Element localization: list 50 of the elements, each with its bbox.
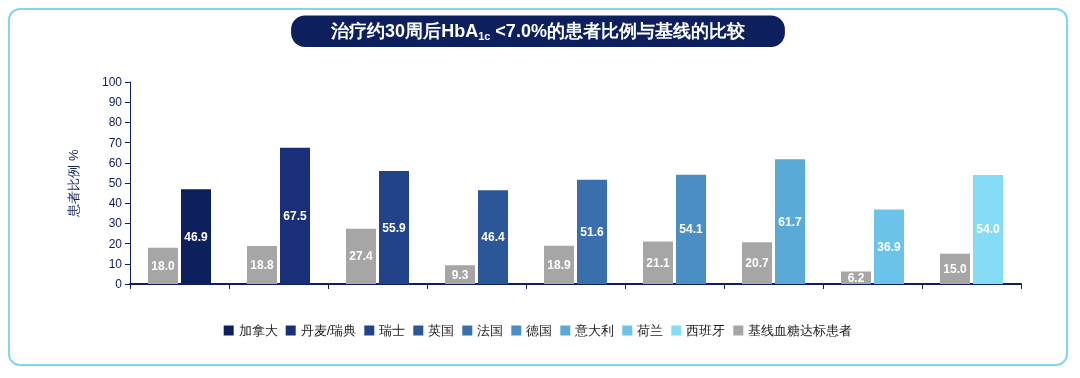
y-tick-label: 60 (108, 155, 123, 170)
y-axis-title: 患者比例 % (66, 148, 81, 218)
legend-label: 丹麦/瑞典 (300, 323, 357, 338)
bar (874, 209, 904, 284)
y-tick-label: 0 (115, 277, 123, 291)
bar (478, 190, 508, 284)
y-tick-label: 50 (108, 176, 123, 190)
data-label: 36.9 (877, 239, 901, 254)
y-tick-label: 100 (101, 75, 123, 89)
data-label: 46.9 (184, 229, 208, 244)
data-label: 61.7 (778, 214, 802, 229)
y-tick-label: 30 (108, 216, 123, 231)
bar (577, 179, 607, 284)
legend-label: 意大利 (574, 323, 615, 338)
data-label: 20.7 (745, 256, 769, 271)
y-tick-label: 20 (108, 236, 123, 251)
bar (973, 174, 1003, 284)
data-label: 46.4 (481, 230, 505, 245)
legend-label: 荷兰 (637, 323, 664, 338)
y-tick-label: 40 (108, 196, 123, 211)
data-label: 6.2 (847, 270, 865, 285)
bar (379, 171, 409, 284)
bar (643, 241, 673, 284)
data-label: 67.5 (283, 208, 307, 223)
bar (280, 147, 310, 284)
legend-label: 加拿大 (238, 323, 278, 338)
y-tick-label: 80 (108, 115, 123, 130)
data-label: 15.0 (943, 261, 967, 276)
legend-label: 德国 (526, 323, 553, 338)
y-tick-label: 70 (108, 135, 123, 150)
data-label: 54.1 (679, 222, 703, 237)
legend-label: 英国 (428, 323, 455, 338)
data-label: 51.6 (580, 224, 604, 239)
data-label: 18.9 (547, 257, 571, 272)
y-tick-label: 10 (108, 256, 123, 271)
data-label: 9.3 (451, 267, 469, 282)
bar (676, 174, 706, 284)
data-label: 54.0 (976, 222, 1000, 237)
legend-label: 西班牙 (686, 323, 726, 338)
legend-label: 基线血糖达标患者 (748, 323, 853, 338)
y-tick-label: 90 (108, 95, 123, 110)
data-label: 27.4 (349, 249, 373, 264)
data-label: 55.9 (382, 220, 406, 235)
data-label: 18.8 (250, 258, 274, 273)
legend-label: 瑞士 (379, 323, 406, 338)
bar (775, 159, 805, 284)
bar (346, 228, 376, 284)
data-label: 18.0 (151, 258, 175, 273)
legend-label: 法国 (477, 323, 504, 338)
data-label: 21.1 (646, 255, 670, 270)
